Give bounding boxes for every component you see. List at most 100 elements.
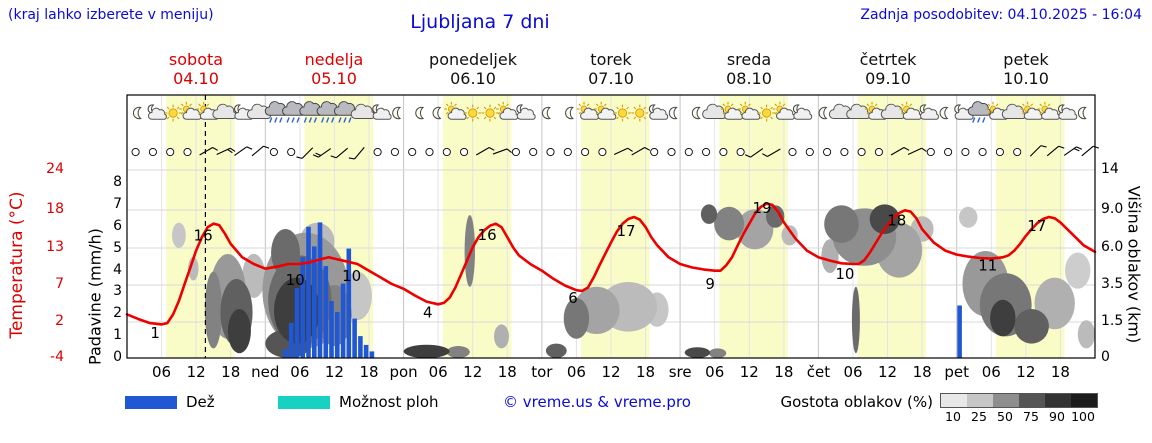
wind-calm <box>1013 147 1022 157</box>
weather-icon-partly <box>594 101 617 120</box>
x-tick-hour: 18 <box>774 363 794 381</box>
cloud-density-label: Gostota oblakov (%) <box>780 393 933 411</box>
density-tick-label: 75 <box>1023 409 1039 424</box>
weather-icon-sun <box>758 104 775 122</box>
x-tick-hour: 12 <box>463 363 483 381</box>
weather-icon-cloudmoon <box>372 104 392 120</box>
weather-icon-sun <box>631 104 649 122</box>
svg-text:17: 17 <box>616 222 635 240</box>
wind-calm <box>460 147 469 157</box>
density-cell <box>967 394 993 407</box>
precip-tick: 8 <box>113 174 122 190</box>
density-cell <box>1071 394 1097 407</box>
x-tick-hour: 18 <box>497 363 517 381</box>
precipitation-bars <box>283 222 962 358</box>
weather-icon-cloudmoon <box>516 104 536 120</box>
cloud-density-scale <box>940 393 1098 408</box>
wind-calm <box>978 147 987 157</box>
wind-calm <box>823 147 832 157</box>
svg-text:18: 18 <box>887 212 906 230</box>
density-tick-label: 25 <box>971 409 987 424</box>
weather-icon-partly <box>738 101 761 120</box>
wind-calm <box>287 147 296 157</box>
wind-calm <box>736 147 745 157</box>
precip-tick: 6 <box>113 217 122 234</box>
weather-icon-sun <box>614 104 631 122</box>
plot-frame <box>126 94 1096 359</box>
svg-text:19: 19 <box>752 199 771 217</box>
weather-icon-cloudmoon <box>919 104 939 120</box>
day-date: 08.10 <box>726 69 772 88</box>
day-name: ponedeljek <box>429 50 517 69</box>
wind-calm <box>131 147 140 157</box>
wind-calm <box>857 147 866 157</box>
wind-calm <box>926 147 935 157</box>
wind-calm <box>269 147 278 157</box>
svg-text:16: 16 <box>194 227 213 245</box>
weather-icon-rain <box>967 101 991 123</box>
temp-tick: -4 <box>50 349 64 365</box>
wind-calm <box>874 147 883 157</box>
wind-barb <box>631 147 651 156</box>
day-date: 10.10 <box>1003 69 1049 88</box>
precip-tick: 4 <box>113 261 122 278</box>
wind-calm <box>961 147 970 157</box>
wind-calm <box>719 147 728 157</box>
svg-text:11: 11 <box>978 257 997 275</box>
day-name: nedelja <box>304 50 364 69</box>
temp-tick: 18 <box>46 201 64 217</box>
wind-barb <box>1063 146 1083 156</box>
wind-calm <box>702 147 711 157</box>
svg-text:4: 4 <box>423 304 433 322</box>
weather-icon-partly <box>899 101 922 120</box>
x-tick-hour: 12 <box>186 363 206 381</box>
precip-tick: 5 <box>113 239 122 256</box>
weather-icon-cloudmoon <box>792 104 813 120</box>
copyright-link[interactable]: © vreme.us & vreme.pro <box>503 393 691 411</box>
wind-barb <box>312 148 332 158</box>
cloud-tick: 0 <box>1101 349 1110 365</box>
x-tick-hour: 12 <box>1016 363 1036 381</box>
x-tick-day: sre <box>668 363 692 381</box>
weather-icon-moon <box>542 106 551 120</box>
weather-icon-moon <box>668 106 678 120</box>
density-tick-label: 10 <box>945 409 961 424</box>
x-tick-day: ned <box>251 363 280 381</box>
svg-text:17: 17 <box>1027 217 1046 235</box>
wind-calm <box>511 147 520 157</box>
wind-calm <box>805 147 814 157</box>
weather-icon-moon <box>133 106 142 120</box>
rain-legend-label: Dež <box>186 393 215 411</box>
wind-barb <box>1029 145 1047 157</box>
x-tick-hour: 18 <box>636 363 656 381</box>
x-tick-hour: 06 <box>981 363 1001 381</box>
wind-calm <box>944 147 953 157</box>
density-cell <box>1045 394 1071 407</box>
weather-icon-moon <box>432 106 442 120</box>
density-tick-label: 90 <box>1049 409 1065 424</box>
day-date: 06.10 <box>450 69 496 88</box>
x-tick-hour: 06 <box>428 363 448 381</box>
rain-legend-swatch <box>125 396 177 409</box>
weather-icon-cloudmoon <box>1057 104 1078 120</box>
day-header: petek 10.10 <box>1003 50 1049 88</box>
density-cell <box>1019 394 1045 407</box>
precip-tick: 2 <box>113 305 122 322</box>
svg-text:9: 9 <box>705 275 715 293</box>
wind-barb <box>492 148 512 155</box>
day-name: četrtek <box>859 50 917 69</box>
day-header: sreda 08.10 <box>726 50 772 88</box>
day-date: 07.10 <box>588 69 634 88</box>
wind-calm <box>546 147 555 157</box>
wind-calm <box>425 147 434 157</box>
svg-text:1: 1 <box>150 324 160 342</box>
x-tick-hour: 18 <box>1050 363 1070 381</box>
day-date: 05.10 <box>311 69 357 88</box>
day-date: 09.10 <box>865 69 911 88</box>
density-cell <box>993 394 1019 407</box>
day-name: sobota <box>168 50 224 69</box>
svg-text:6: 6 <box>568 289 578 307</box>
wind-calm <box>667 147 676 157</box>
